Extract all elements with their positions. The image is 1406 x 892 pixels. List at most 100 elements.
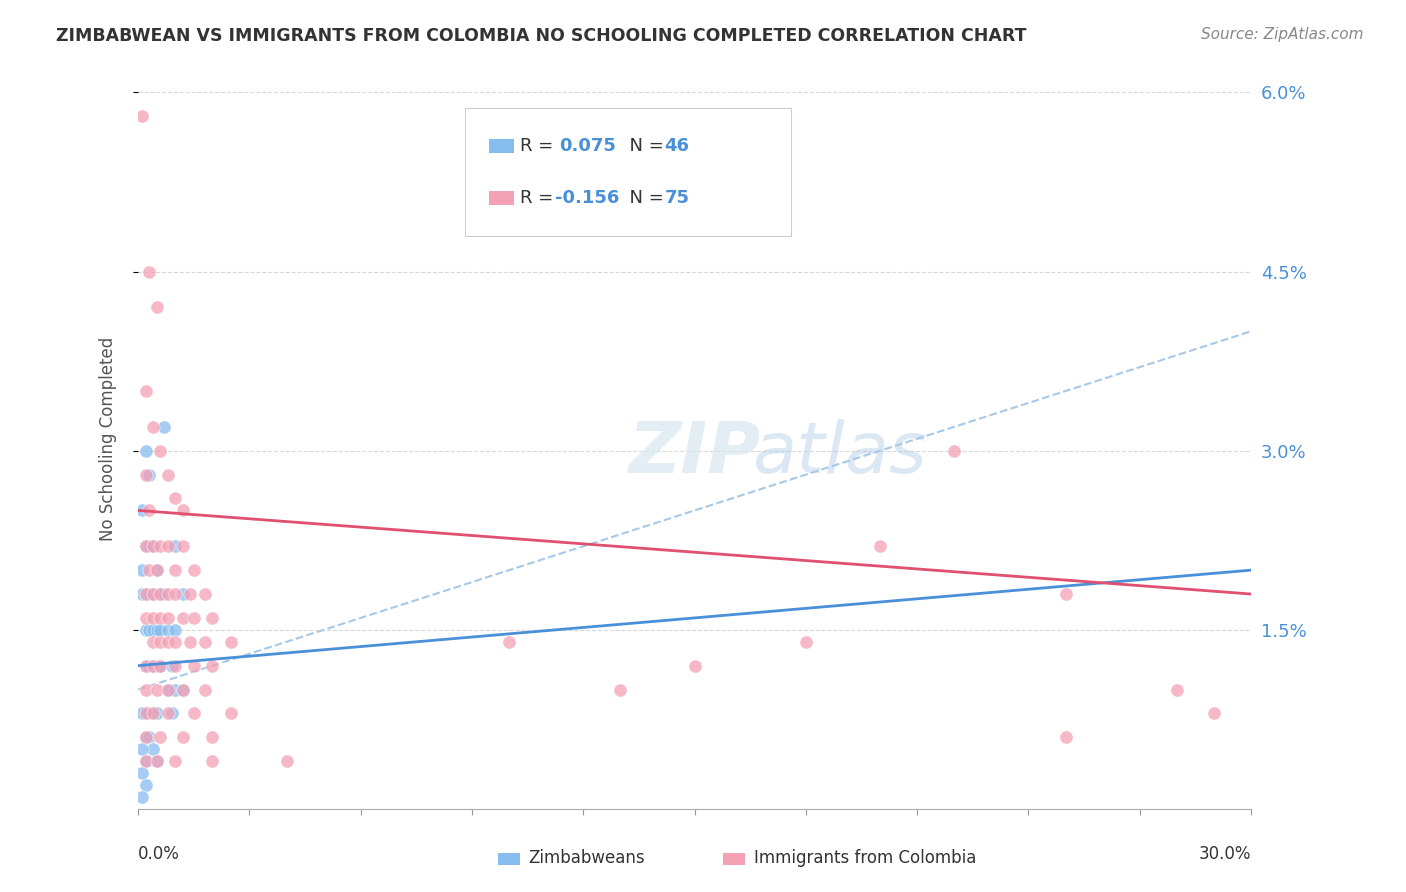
Point	[138, 623, 160, 637]
Point	[794, 635, 817, 649]
Point	[156, 623, 179, 637]
Y-axis label: No Schooling Completed: No Schooling Completed	[100, 336, 117, 541]
Point	[165, 563, 187, 577]
Text: Zimbabweans: Zimbabweans	[529, 849, 645, 867]
Point	[276, 754, 298, 768]
Text: R =: R =	[520, 137, 558, 155]
Text: 0.0%: 0.0%	[138, 845, 180, 863]
Point	[145, 682, 167, 697]
Point	[142, 587, 165, 601]
Point	[142, 539, 165, 553]
Point	[131, 706, 153, 721]
Point	[135, 754, 157, 768]
Point	[138, 563, 160, 577]
Point	[138, 731, 160, 745]
Point	[135, 658, 157, 673]
Point	[138, 658, 160, 673]
Text: N =: N =	[619, 137, 669, 155]
Point	[172, 587, 194, 601]
Point	[149, 611, 172, 625]
Text: -0.156: -0.156	[555, 189, 620, 207]
Point	[149, 539, 172, 553]
Point	[153, 587, 176, 601]
Point	[194, 635, 217, 649]
Text: 46: 46	[665, 137, 690, 155]
Point	[138, 467, 160, 482]
Point	[149, 731, 172, 745]
Text: Source: ZipAtlas.com: Source: ZipAtlas.com	[1201, 27, 1364, 42]
Point	[165, 754, 187, 768]
Point	[131, 742, 153, 756]
Point	[149, 658, 172, 673]
Point	[142, 539, 165, 553]
Point	[135, 467, 157, 482]
Point	[201, 754, 224, 768]
Point	[142, 623, 165, 637]
Text: 30.0%: 30.0%	[1198, 845, 1251, 863]
Point	[131, 503, 153, 517]
Point	[131, 587, 153, 601]
Point	[135, 443, 157, 458]
Point	[172, 731, 194, 745]
Point	[145, 563, 167, 577]
Point	[160, 658, 183, 673]
Text: N =: N =	[619, 189, 669, 207]
Point	[1054, 587, 1077, 601]
Text: R =: R =	[520, 189, 558, 207]
Text: 75: 75	[665, 189, 690, 207]
Point	[183, 658, 205, 673]
Point	[194, 682, 217, 697]
Text: Immigrants from Colombia: Immigrants from Colombia	[754, 849, 976, 867]
Point	[219, 706, 242, 721]
Point	[135, 539, 157, 553]
Point	[138, 587, 160, 601]
Point	[142, 635, 165, 649]
Point	[156, 635, 179, 649]
Point	[165, 539, 187, 553]
Point	[165, 635, 187, 649]
Point	[156, 467, 179, 482]
Point	[609, 682, 631, 697]
Point	[131, 790, 153, 805]
Point	[201, 731, 224, 745]
Point	[201, 658, 224, 673]
Point	[172, 682, 194, 697]
Point	[149, 587, 172, 601]
Point	[165, 587, 187, 601]
Point	[135, 384, 157, 398]
Point	[145, 658, 167, 673]
Point	[156, 706, 179, 721]
Point	[156, 539, 179, 553]
Point	[683, 658, 706, 673]
Point	[156, 682, 179, 697]
Point	[145, 563, 167, 577]
Point	[142, 658, 165, 673]
Point	[165, 623, 187, 637]
Point	[138, 539, 160, 553]
Point	[135, 731, 157, 745]
Point	[1202, 706, 1225, 721]
Point	[149, 623, 172, 637]
Point	[135, 587, 157, 601]
Point	[201, 611, 224, 625]
Point	[138, 503, 160, 517]
Point	[145, 706, 167, 721]
Point	[138, 706, 160, 721]
Point	[1166, 682, 1188, 697]
Point	[183, 611, 205, 625]
Point	[135, 731, 157, 745]
Point	[183, 706, 205, 721]
Text: ZIP: ZIP	[628, 419, 761, 488]
Point	[142, 611, 165, 625]
Point	[1054, 731, 1077, 745]
Point	[172, 682, 194, 697]
Point	[135, 658, 157, 673]
Point	[179, 587, 201, 601]
Point	[145, 301, 167, 315]
Point	[135, 682, 157, 697]
Point	[156, 611, 179, 625]
Point	[135, 778, 157, 792]
Point	[131, 766, 153, 780]
Point	[179, 635, 201, 649]
Point	[165, 491, 187, 506]
